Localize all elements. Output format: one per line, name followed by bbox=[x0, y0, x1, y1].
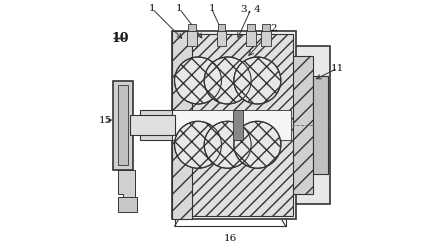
Text: 15: 15 bbox=[99, 116, 112, 124]
Circle shape bbox=[234, 57, 281, 104]
Text: 16: 16 bbox=[224, 234, 237, 243]
Circle shape bbox=[234, 121, 281, 168]
Polygon shape bbox=[118, 170, 135, 199]
Bar bbox=[140, 110, 172, 140]
Bar bbox=[113, 80, 132, 170]
Bar bbox=[175, 34, 293, 216]
Circle shape bbox=[204, 121, 251, 168]
Bar bbox=[246, 31, 256, 46]
Bar bbox=[118, 86, 128, 164]
Bar bbox=[248, 24, 255, 31]
Text: 10: 10 bbox=[111, 32, 129, 45]
Circle shape bbox=[204, 57, 251, 104]
Text: 11: 11 bbox=[331, 64, 344, 73]
Bar bbox=[288, 56, 313, 194]
Bar bbox=[188, 24, 195, 31]
Circle shape bbox=[175, 121, 222, 168]
Bar bbox=[172, 110, 291, 140]
Bar bbox=[187, 31, 197, 46]
Text: 1: 1 bbox=[176, 4, 183, 13]
Bar bbox=[313, 76, 328, 174]
Text: 3, 4: 3, 4 bbox=[241, 4, 261, 13]
Bar bbox=[172, 31, 295, 219]
Bar bbox=[118, 197, 137, 212]
Bar bbox=[217, 31, 226, 46]
Bar bbox=[286, 46, 330, 204]
Bar bbox=[261, 31, 271, 46]
Circle shape bbox=[175, 57, 222, 104]
Bar bbox=[218, 24, 225, 31]
Bar bbox=[262, 24, 270, 31]
Text: 2: 2 bbox=[270, 24, 277, 33]
Bar bbox=[172, 31, 192, 219]
Text: 1: 1 bbox=[208, 4, 215, 13]
Bar bbox=[130, 115, 175, 135]
Text: 1: 1 bbox=[149, 4, 155, 13]
Bar bbox=[233, 110, 242, 140]
